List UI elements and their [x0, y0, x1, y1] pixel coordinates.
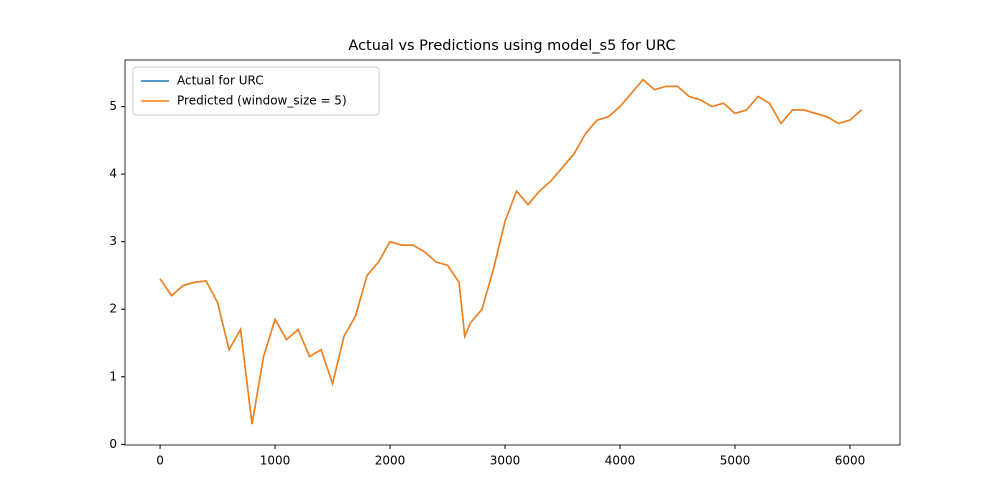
x-tick-label: 2000	[375, 454, 406, 468]
chart-title: Actual vs Predictions using model_s5 for…	[348, 38, 675, 54]
y-tick-label: 1	[109, 369, 117, 383]
x-tick-label: 0	[156, 454, 164, 468]
legend-label: Actual for URC	[177, 74, 264, 88]
legend-box	[132, 66, 380, 116]
x-tick-label: 6000	[835, 454, 866, 468]
y-tick-label: 0	[109, 437, 117, 451]
y-tick-label: 5	[109, 99, 117, 113]
y-tick-label: 2	[109, 302, 117, 316]
x-tick-label: 3000	[490, 454, 521, 468]
x-tick-label: 1000	[260, 454, 291, 468]
data-line	[159, 78, 862, 425]
data-line	[159, 78, 862, 425]
x-tick-label: 5000	[720, 454, 751, 468]
x-tick-label: 4000	[605, 454, 636, 468]
legend-label: Predicted (window_size = 5)	[177, 94, 347, 108]
y-tick-label: 4	[109, 167, 117, 181]
y-tick-label: 3	[109, 234, 117, 248]
plot-frame	[124, 59, 901, 446]
